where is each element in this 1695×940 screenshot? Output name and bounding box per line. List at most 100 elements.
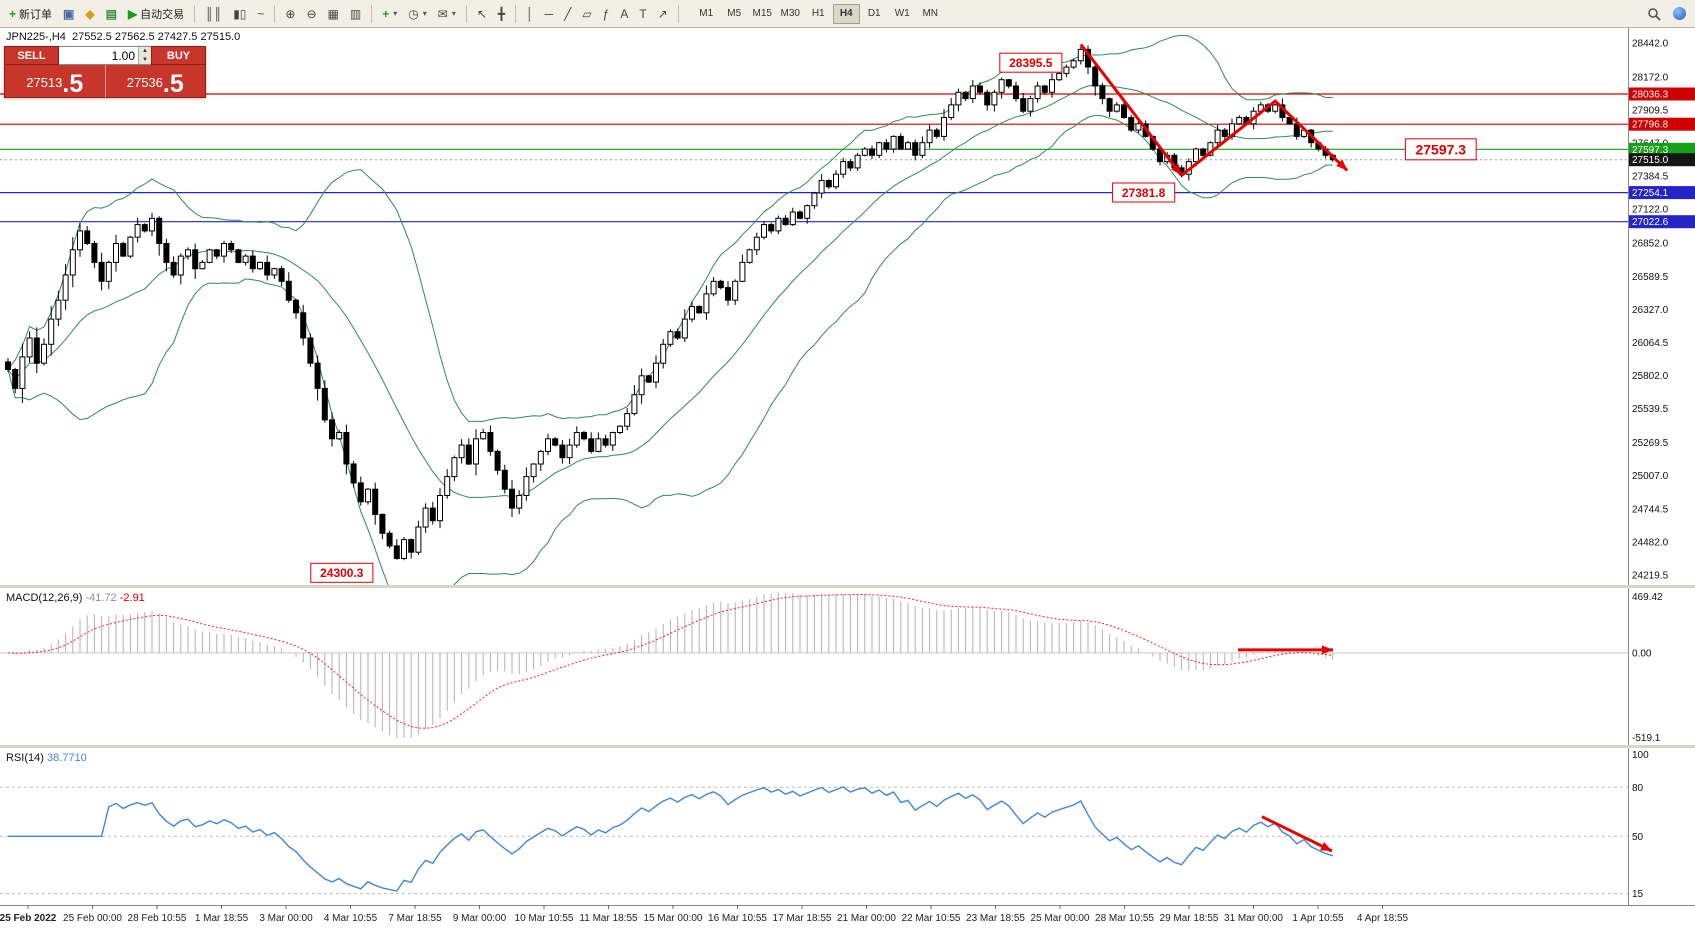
tile-windows-button[interactable]: ▥ (345, 3, 366, 25)
candle-body (667, 331, 674, 345)
buy-price[interactable]: 27536.5 (104, 65, 206, 98)
vertical-line-button[interactable]: │ (521, 3, 539, 25)
main-chart-pane[interactable]: 28395.5 27381.8 24300.3 27597.3 (0, 34, 1628, 626)
candle-body (170, 261, 177, 276)
timeframe-d1-button[interactable]: D1 (861, 4, 888, 24)
candle-body (127, 236, 134, 257)
time-axis-label: 28 Feb 10:55 (128, 913, 187, 924)
chart-window-button[interactable]: ▣ (58, 3, 79, 25)
zoom-in-button[interactable]: ⊕ (280, 3, 300, 25)
autotrading-button[interactable]: ▶ 自动交易 (123, 3, 189, 25)
grid-button[interactable]: ▦ (323, 3, 344, 25)
templates-button[interactable]: ✉ ▾ (433, 3, 461, 25)
time-axis-label: 4 Mar 10:55 (324, 913, 378, 924)
price-annotation[interactable]: 28395.5 (999, 52, 1063, 73)
bar-chart-mode-button[interactable]: ║║ (200, 3, 227, 25)
candle-body (321, 387, 328, 421)
time-axis-label: 29 Mar 18:55 (1160, 913, 1219, 924)
horizontal-line-icon: ─ (544, 6, 554, 21)
candle-body (782, 217, 789, 226)
candle-body (566, 444, 573, 459)
timeframe-mn-button[interactable]: MN (917, 4, 944, 24)
indicators-button[interactable]: + ▾ (377, 3, 402, 25)
volume-decrease-button[interactable]: ▼ (139, 55, 151, 64)
timeframe-h4-button[interactable]: H4 (832, 3, 860, 24)
svg-text:27597.3: 27597.3 (1415, 141, 1466, 157)
price-annotation[interactable]: 24300.3 (310, 562, 374, 583)
toolbar-separator (274, 4, 276, 23)
timeframe-m1-button[interactable]: M1 (693, 4, 720, 24)
cursor-button[interactable]: ↖ (472, 3, 492, 25)
toolbar-separator (194, 4, 196, 23)
candle-body (257, 261, 263, 270)
candle-body (5, 361, 11, 370)
candle-body (19, 356, 26, 389)
volume-field-wrap: ▲ ▼ (59, 46, 151, 65)
volume-input[interactable] (59, 47, 138, 64)
trend-arrow[interactable] (1180, 99, 1349, 177)
timeframe-w1-button[interactable]: W1 (889, 4, 916, 24)
fibonacci-button[interactable]: ƒ (598, 3, 615, 25)
candle-body (206, 249, 213, 263)
arrows-tool-button[interactable]: ↗ (653, 3, 673, 25)
community-icon (1673, 7, 1686, 20)
crosshair-icon: ╋ (497, 6, 506, 21)
macd-label: MACD(12,26,9) -41.72 -2.91 (6, 592, 145, 604)
zoom-out-button[interactable]: ⊖ (301, 3, 321, 25)
indicators-dropdown-arrow[interactable]: ▾ (393, 9, 398, 18)
price-annotation[interactable]: 27381.8 (1112, 182, 1176, 203)
timeframe-m5-button[interactable]: M5 (721, 4, 748, 24)
autotrading-label: 自动交易 (140, 8, 185, 21)
new-order-button[interactable]: + 新订单 (4, 3, 57, 25)
text-button[interactable]: A (615, 3, 633, 25)
candle-body (336, 432, 343, 440)
svg-text:28036.3: 28036.3 (1632, 90, 1669, 101)
line-chart-mode-button[interactable]: ~ (252, 3, 269, 25)
price-annotation[interactable]: 27597.3 (1404, 138, 1477, 161)
trend-arrow[interactable] (1261, 815, 1333, 853)
chart-canvas[interactable]: 28395.5 27381.8 24300.3 27597.3 28442.0 28172… (0, 28, 1695, 935)
candle-body (588, 438, 595, 452)
candle-body (1272, 104, 1279, 112)
svg-text:27515.0: 27515.0 (1632, 155, 1669, 166)
time-axis-label: 4 Apr 18:55 (1357, 913, 1409, 924)
volume-increase-button[interactable]: ▲ (139, 47, 151, 56)
svg-text:28395.5: 28395.5 (1009, 56, 1053, 70)
periods-dropdown-arrow[interactable]: ▾ (422, 9, 427, 18)
search-button[interactable] (1642, 3, 1666, 25)
toolbar-separator (371, 4, 373, 23)
candle-body (725, 287, 731, 301)
buy-button[interactable]: BUY (151, 46, 206, 65)
community-button[interactable] (1668, 3, 1691, 25)
text-label-button[interactable]: T (634, 3, 651, 25)
bollinger-middle-band (7, 84, 1333, 498)
sell-button[interactable]: SELL (4, 46, 59, 65)
pane-splitter[interactable] (0, 745, 1695, 748)
bollinger-lower-band (7, 114, 1333, 585)
price-tag: 27796.8 (1629, 117, 1695, 131)
trendline-button[interactable]: ╱ (559, 3, 576, 25)
sell-price[interactable]: 27513.5 (4, 65, 105, 98)
crosshair-button[interactable]: ╋ (493, 3, 510, 25)
pane-splitter[interactable] (0, 585, 1695, 588)
market-watch-button[interactable]: ◆ (80, 3, 99, 25)
equidistant-channel-button[interactable]: ▱ (577, 3, 596, 25)
horizontal-line-button[interactable]: ─ (540, 3, 559, 25)
chart-area[interactable]: 28395.5 27381.8 24300.3 27597.3 28442.0 28172… (0, 28, 1695, 935)
periods-button[interactable]: ◷ ▾ (403, 3, 432, 25)
timeframe-h1-button[interactable]: H1 (805, 4, 832, 24)
trend-arrow[interactable] (1079, 43, 1183, 177)
timeframe-m15-button[interactable]: M15 (749, 4, 776, 24)
candle-body (653, 362, 659, 383)
price-tick-label: 24744.5 (1632, 504, 1669, 515)
candle-chart-mode-button[interactable]: ▮▯ (228, 3, 251, 25)
rsi-scale-label: 50 (1632, 832, 1644, 843)
timeframe-m30-button[interactable]: M30 (777, 4, 804, 24)
rsi-scale-label: 15 (1632, 889, 1644, 900)
templates-dropdown-arrow[interactable]: ▾ (451, 9, 456, 18)
candle-body (890, 135, 897, 150)
data-window-button[interactable]: ▤ (101, 3, 122, 25)
candle-body (840, 161, 847, 175)
trend-arrow-head (1320, 842, 1332, 851)
candle-body (861, 148, 868, 156)
